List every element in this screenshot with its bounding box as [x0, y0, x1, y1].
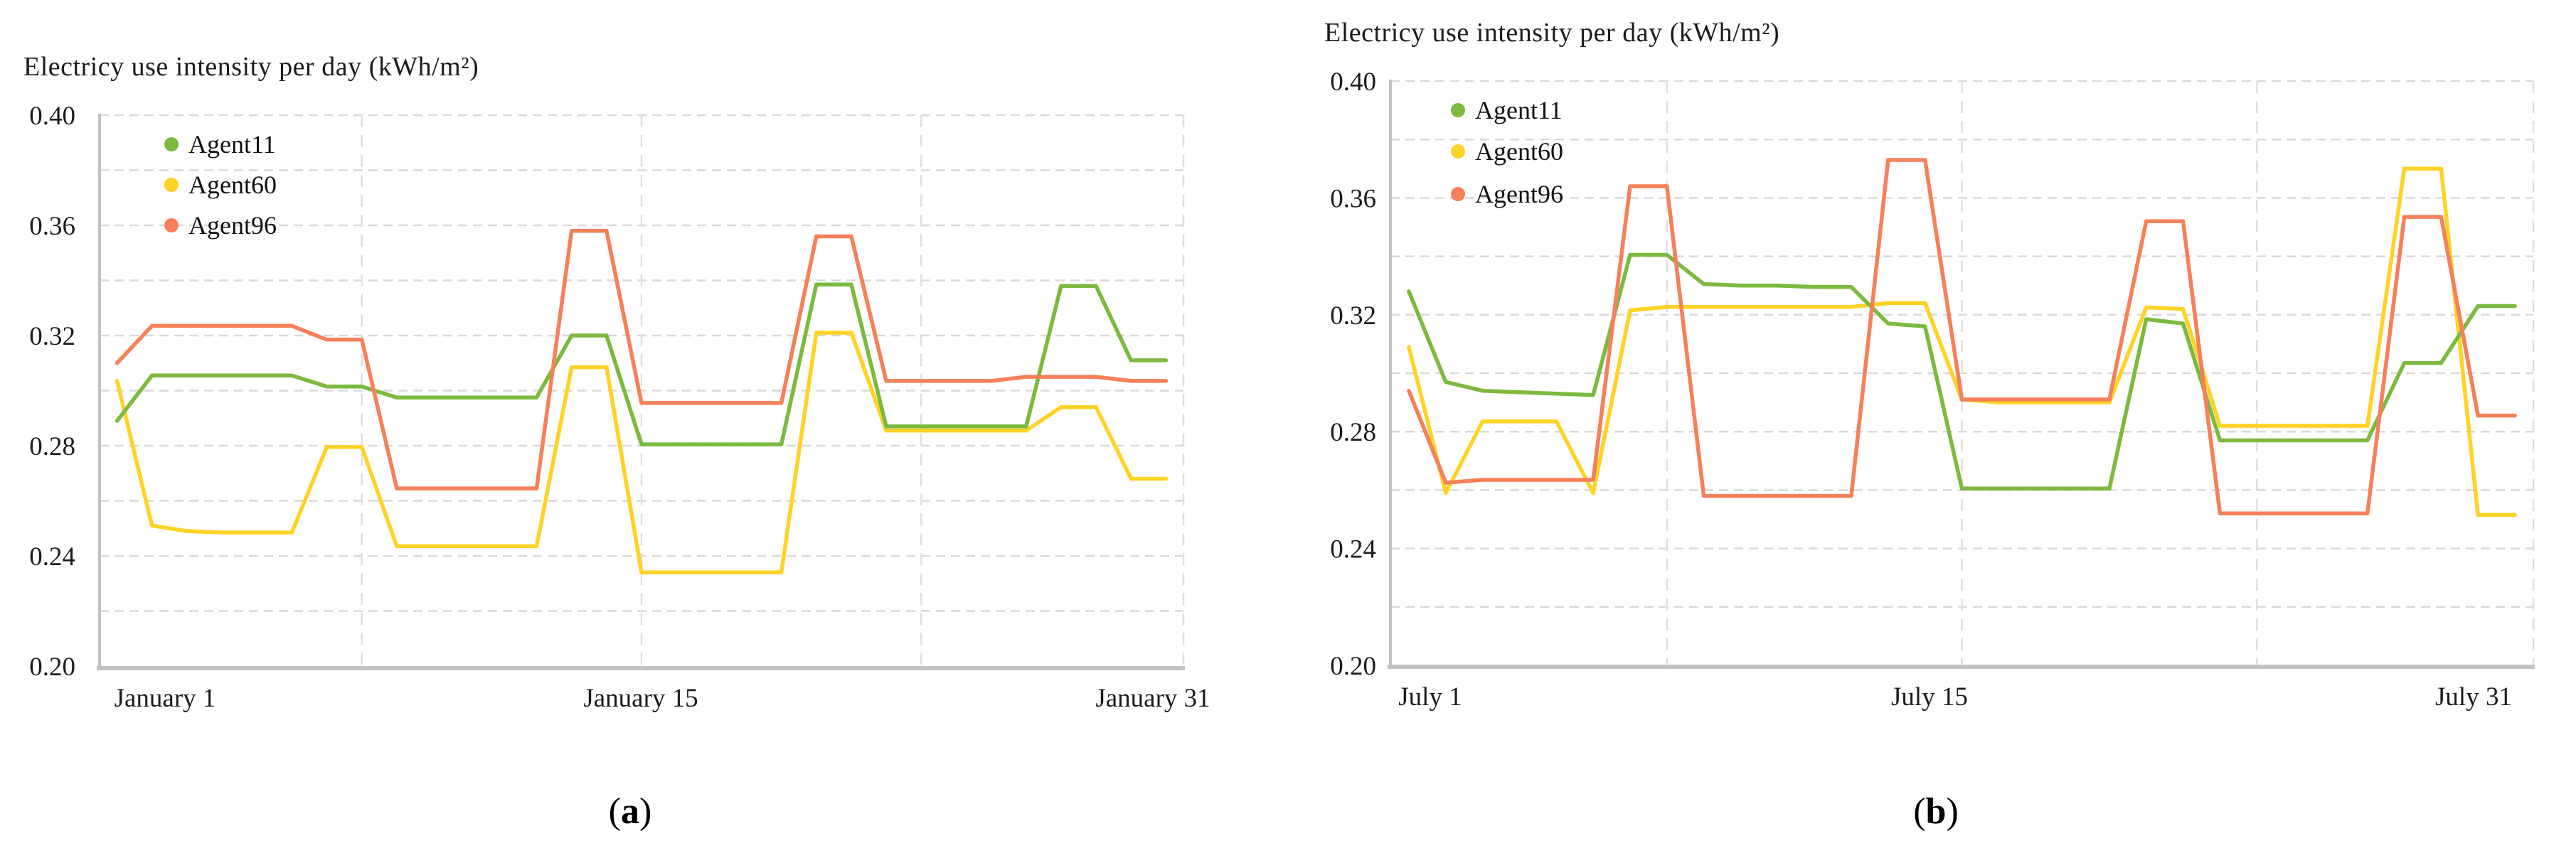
x-tick-label: July 1: [1398, 682, 1462, 712]
series-line-agent11: [1407, 252, 2517, 491]
chart-a-title: Electricy use intensity per day (kWh/m²): [23, 52, 479, 82]
panel-b-caption: (b): [1913, 790, 1959, 832]
y-tick-label: 0.28: [29, 432, 75, 461]
chart-panel-a: 0.40 0.36 0.32 0.28 0.24 0.20 January 1 January…: [29, 102, 1210, 713]
y-tick-label: 0.28: [1330, 418, 1376, 447]
series-line-agent96: [115, 229, 1169, 490]
x-tick-label: January 1: [115, 684, 216, 713]
legend-marker-agent96: [1451, 187, 1465, 201]
legend-marker-agent60: [1451, 144, 1465, 159]
caption-a-letter: a: [621, 791, 639, 832]
legend-label-agent96: Agent96: [1475, 180, 1563, 208]
y-tick-label: 0.36: [29, 212, 75, 241]
legend-label-agent11: Agent11: [1475, 96, 1563, 124]
caption-a-open-paren: (: [608, 791, 621, 832]
x-tick-label: January 31: [1095, 684, 1210, 713]
legend-label-agent60: Agent60: [1475, 137, 1563, 166]
y-tick-label: 0.40: [1330, 68, 1376, 97]
x-tick-label: July 15: [1891, 682, 1968, 712]
y-tick-label: 0.24: [1330, 535, 1376, 564]
legend-label-agent11: Agent11: [188, 130, 276, 159]
legend-marker-agent11: [164, 137, 179, 151]
caption-b-close-paren: ): [1946, 791, 1959, 832]
y-tick-label: 0.36: [1330, 184, 1376, 213]
legend-marker-agent11: [1451, 103, 1465, 117]
x-tick-label: January 15: [583, 684, 698, 713]
y-tick-label: 0.32: [1330, 301, 1376, 331]
panel-a-caption: (a): [609, 790, 652, 832]
chart-b-title: Electricy use intensity per day (kWh/m²): [1324, 18, 1780, 48]
series-line-agent11: [115, 282, 1169, 446]
caption-b-open-paren: (: [1913, 791, 1926, 832]
legend-marker-agent96: [164, 218, 179, 232]
caption-a-close-paren: ): [639, 791, 652, 832]
legend-label-agent96: Agent96: [188, 211, 277, 240]
y-tick-label: 0.20: [1330, 652, 1376, 681]
series-line-agent60: [115, 331, 1169, 575]
caption-b-letter: b: [1925, 791, 1947, 832]
y-tick-label: 0.32: [29, 322, 75, 351]
y-tick-label: 0.24: [29, 542, 75, 572]
y-tick-label: 0.20: [29, 653, 75, 682]
series-line-agent96: [1407, 158, 2517, 516]
x-tick-label: July 31: [2435, 682, 2512, 712]
legend-label-agent60: Agent60: [188, 171, 277, 199]
chart-panel-b: 0.40 0.36 0.32 0.28 0.24 0.20 July 1 July 15 Jul…: [1330, 68, 2535, 712]
legend-marker-agent60: [164, 178, 179, 192]
y-tick-label: 0.40: [29, 102, 75, 131]
